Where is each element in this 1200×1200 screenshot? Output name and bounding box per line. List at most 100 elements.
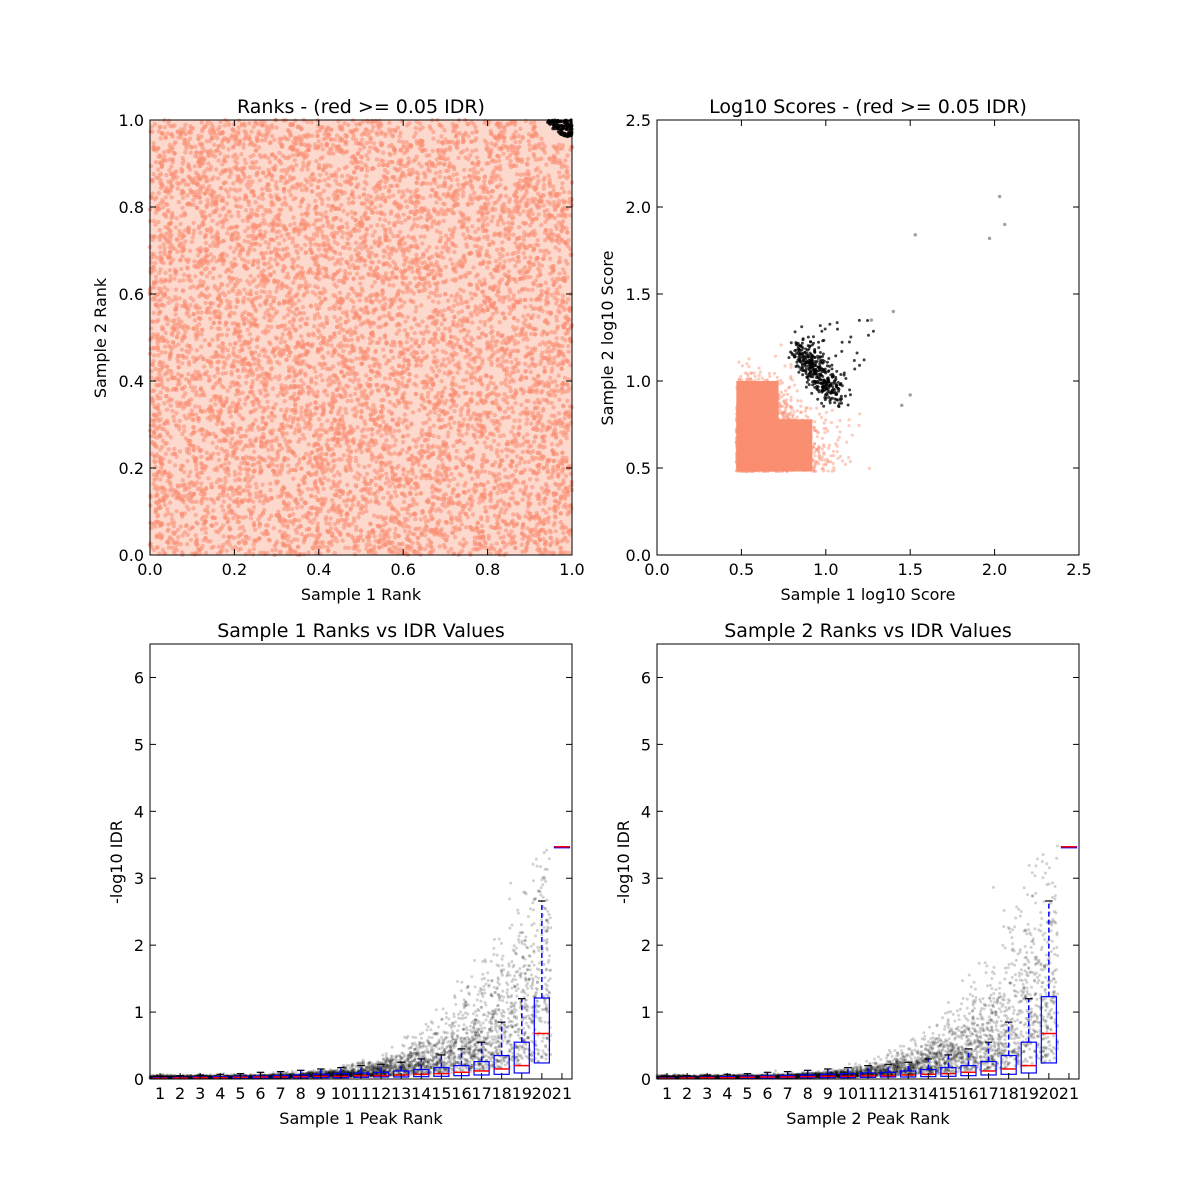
rank-point-red: [355, 425, 360, 430]
rank-point-red: [524, 398, 529, 404]
rank-point-red: [399, 506, 405, 512]
rank-point-red: [181, 278, 186, 283]
rank-point-red: [345, 398, 350, 404]
rank-point-red: [408, 298, 413, 303]
rank-point-red: [265, 131, 270, 137]
rank-point-red: [494, 541, 499, 546]
rank-point-red: [166, 447, 171, 452]
rank-point-red: [402, 528, 408, 534]
rank-point-red: [357, 298, 362, 303]
rank-point-red: [561, 189, 567, 195]
rank-point-red: [465, 426, 471, 432]
rank-point-red: [346, 453, 352, 459]
rank-point-red: [282, 327, 288, 332]
rank-point-red: [437, 174, 443, 179]
rank-point-red: [422, 234, 427, 239]
rank-point-red: [396, 428, 402, 434]
rank-point-red: [224, 201, 230, 206]
rank-point-red: [409, 344, 414, 349]
rank-point-red: [480, 289, 486, 294]
rank-point-red: [282, 339, 288, 344]
rank-point-red: [541, 186, 547, 191]
rank-point-red: [497, 476, 502, 482]
rank-point-red: [466, 329, 471, 334]
rank-point-red: [260, 482, 265, 487]
rank-point-red: [227, 314, 232, 319]
rank-point-red: [434, 286, 440, 291]
rank-point-red: [530, 287, 535, 293]
rank-point-red: [531, 439, 537, 444]
rank-point-red: [317, 295, 322, 300]
rank-point-red: [353, 176, 359, 181]
rank-point-red: [151, 345, 156, 351]
rank-point-red: [192, 359, 197, 364]
rank-point-red: [493, 259, 499, 264]
rank-point-red: [397, 134, 402, 139]
rank-point-red: [439, 378, 444, 384]
rank-point-red: [258, 228, 263, 234]
rank-point-red: [499, 246, 504, 252]
rank-point-red: [324, 392, 330, 398]
rank-point-red: [173, 312, 178, 317]
rank-point-red: [256, 166, 262, 171]
rank-point-red: [404, 340, 410, 345]
rank-point-red: [542, 365, 547, 370]
rank-point-red: [220, 162, 225, 167]
rank-point-red: [362, 464, 367, 470]
rank-point-red: [314, 159, 319, 164]
rank-point-red: [423, 519, 429, 524]
rank-point-red: [193, 274, 198, 279]
rank-point-red: [221, 385, 226, 390]
rank-point-red: [166, 118, 172, 124]
rank-point-red: [163, 270, 168, 276]
rank-point-red: [368, 224, 374, 229]
rank-point-red: [520, 327, 525, 332]
rank-point-red: [285, 179, 291, 185]
rank-point-red: [413, 130, 419, 136]
rank-point-red: [484, 444, 489, 450]
rank-point-red: [196, 224, 202, 229]
rank-point-red: [513, 139, 518, 145]
rank-point-red: [198, 150, 203, 155]
rank-point-red: [246, 239, 251, 245]
rank-point-red: [411, 134, 417, 139]
rank-point-red: [552, 499, 558, 504]
rank-point-red: [202, 364, 207, 369]
rank-point-red: [253, 491, 259, 496]
rank-point-red: [157, 152, 163, 158]
rank-point-red: [499, 448, 504, 454]
rank-point-red: [269, 177, 275, 182]
rank-point-red: [420, 319, 425, 324]
rank-point-red: [254, 290, 259, 296]
rank-point-red: [510, 473, 516, 478]
rank-point-red: [301, 160, 306, 165]
rank-point-red: [155, 396, 160, 401]
rank-point-red: [434, 364, 440, 369]
rank-point-red: [479, 523, 485, 529]
rank-point-red: [341, 208, 346, 214]
rank-point-red: [475, 244, 480, 249]
rank-point-red: [158, 136, 163, 141]
rank-point-red: [512, 418, 517, 423]
rank-point-red: [549, 329, 554, 335]
rank-point-red: [546, 345, 551, 350]
rank-point-red: [193, 412, 199, 417]
rank-point-red: [202, 338, 207, 343]
rank-point-red: [515, 348, 521, 354]
rank-point-red: [194, 348, 200, 353]
rank-point-red: [525, 162, 530, 167]
rank-point-red: [540, 438, 546, 444]
rank-point-red: [179, 347, 185, 352]
rank-point-red: [556, 260, 561, 265]
rank-point-red: [167, 500, 173, 505]
rank-point-red: [387, 238, 392, 243]
rank-point-red: [436, 219, 442, 225]
rank-point-red: [157, 244, 163, 250]
rank-point-red: [288, 192, 294, 198]
rank-point-red: [473, 470, 478, 476]
rank-point-red: [270, 133, 275, 139]
rank-point-red: [181, 272, 187, 278]
rank-point-red: [252, 247, 257, 253]
rank-point-red: [356, 463, 361, 468]
rank-point-red: [402, 300, 407, 305]
